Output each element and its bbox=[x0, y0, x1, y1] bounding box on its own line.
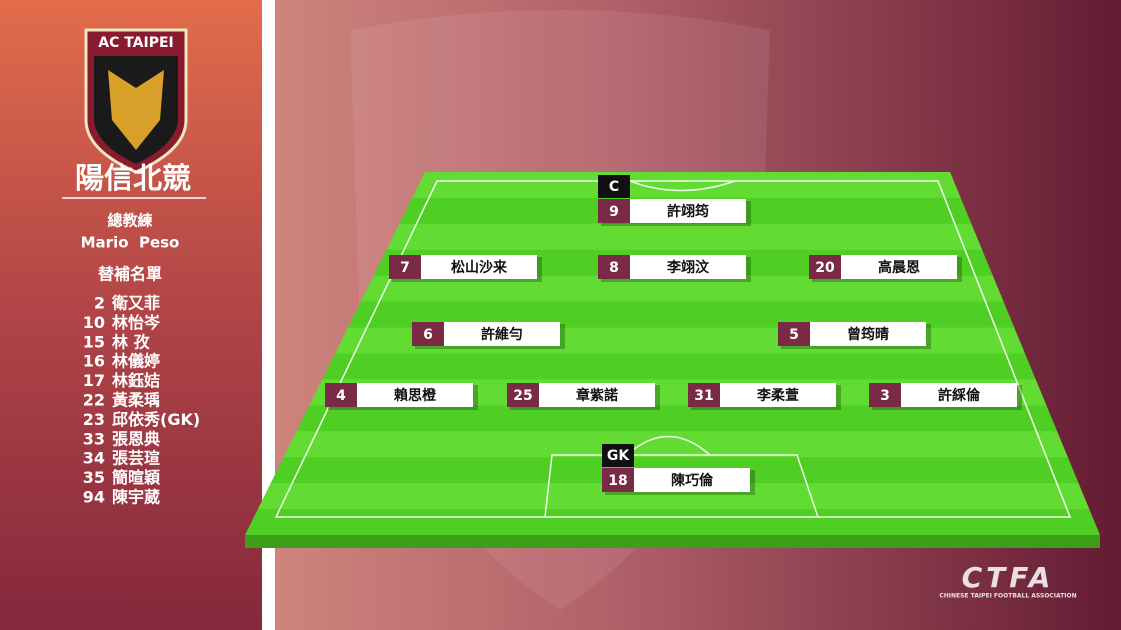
sub-number: 34 bbox=[83, 449, 105, 468]
center-arc bbox=[629, 180, 736, 192]
subs-label: 替補名單 bbox=[98, 265, 162, 284]
sub-name: 張芸瑄 bbox=[112, 449, 160, 468]
player-number: 31 bbox=[694, 388, 713, 404]
sub-number: 2 bbox=[94, 294, 105, 313]
sub-number: 10 bbox=[83, 313, 105, 332]
sub-name: 林鈺姞 bbox=[112, 371, 160, 390]
sub-name: 林儀婷 bbox=[112, 352, 160, 371]
player-name: 許維勻 bbox=[481, 326, 523, 343]
pitch-stripe bbox=[245, 405, 1100, 432]
pitch-edge bbox=[245, 535, 1100, 548]
sub-name: 衛又菲 bbox=[111, 294, 160, 313]
player-number: 5 bbox=[789, 327, 799, 343]
player-name: 高晨恩 bbox=[878, 259, 920, 276]
player-number-box bbox=[507, 383, 539, 407]
sub-name: 簡暄穎 bbox=[111, 468, 161, 487]
sub-number: 15 bbox=[83, 332, 105, 351]
sub-name: 黃柔瑀 bbox=[111, 391, 160, 410]
team-name: 陽信北競 bbox=[75, 161, 191, 195]
pitch-stripe bbox=[245, 509, 1100, 535]
player-number-box bbox=[389, 255, 421, 279]
pitch-stripe bbox=[245, 353, 1100, 380]
player-name: 章紫諾 bbox=[576, 387, 618, 404]
player-name: 賴思橙 bbox=[394, 387, 437, 404]
footer-caption: CHINESE TAIPEI FOOTBALL ASSOCIATION bbox=[939, 593, 1076, 600]
player-number: 9 bbox=[609, 204, 619, 220]
coach-name: Mario Peso bbox=[81, 234, 180, 252]
sub-number: 23 bbox=[83, 410, 105, 429]
player-number: 18 bbox=[608, 473, 627, 489]
player-name: 松山沙来 bbox=[451, 259, 508, 276]
player-number-box bbox=[598, 255, 630, 279]
player-number: 20 bbox=[815, 260, 835, 276]
pitch-stripe bbox=[245, 431, 1100, 458]
penalty-arc bbox=[626, 435, 711, 456]
sub-number: 16 bbox=[83, 352, 105, 371]
player-number-box bbox=[598, 199, 630, 223]
pitch-stripe bbox=[245, 327, 1100, 354]
player-number-box bbox=[809, 255, 841, 279]
badge: C bbox=[609, 179, 619, 195]
player-name: 許翊筠 bbox=[667, 203, 709, 220]
sub-name: 邱依秀(GK) bbox=[112, 410, 200, 429]
player-number: 4 bbox=[336, 388, 346, 404]
sub-number: 22 bbox=[83, 391, 105, 410]
pitch-stripe bbox=[245, 301, 1100, 329]
sub-number: 33 bbox=[83, 429, 105, 448]
coach-label: 總教練 bbox=[107, 212, 152, 230]
sub-number: 17 bbox=[83, 371, 105, 390]
player-name: 陳巧倫 bbox=[671, 472, 714, 489]
divider bbox=[262, 0, 275, 630]
player-number: 6 bbox=[423, 327, 433, 343]
player-number: 25 bbox=[513, 388, 532, 404]
logo-text: AC TAIPEI bbox=[98, 35, 174, 51]
sub-name: 林 孜 bbox=[112, 332, 151, 351]
badge-box bbox=[598, 175, 630, 198]
player-number: 8 bbox=[609, 260, 619, 276]
sub-name: 陳宇葳 bbox=[112, 488, 160, 507]
pitch-stripe bbox=[245, 275, 1100, 303]
player-name: 李翊汶 bbox=[666, 259, 710, 276]
player-number-box bbox=[412, 322, 444, 346]
player-number-box bbox=[602, 468, 634, 492]
logo-tiger bbox=[108, 70, 164, 150]
player-number: 7 bbox=[400, 260, 410, 276]
badge-box bbox=[602, 444, 634, 467]
player-name: 曾筠晴 bbox=[847, 326, 889, 343]
footer-logo: CTFA bbox=[962, 561, 1055, 594]
player-name: 許綵倫 bbox=[938, 387, 981, 404]
badge: GK bbox=[607, 448, 630, 464]
player-name: 李柔萱 bbox=[756, 387, 799, 404]
player-number: 3 bbox=[880, 388, 890, 404]
sub-name: 張恩典 bbox=[112, 429, 160, 448]
sub-name: 林怡岑 bbox=[112, 313, 161, 332]
penalty-box bbox=[544, 454, 819, 518]
player-number-box bbox=[778, 322, 810, 346]
player-number-box bbox=[325, 383, 357, 407]
player-number-box bbox=[869, 383, 901, 407]
player-number-box bbox=[688, 383, 720, 407]
sub-number: 35 bbox=[83, 468, 105, 487]
sub-number: 94 bbox=[83, 488, 105, 507]
